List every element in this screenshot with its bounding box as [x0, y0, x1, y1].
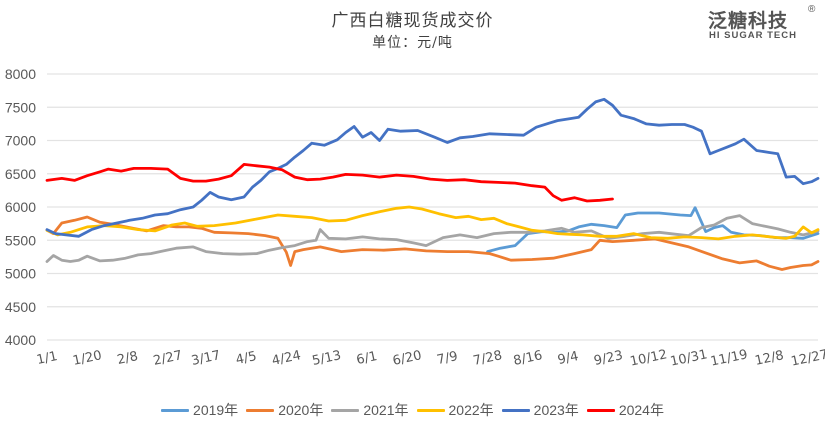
legend-swatch-icon	[331, 408, 360, 412]
series-line-2020年	[45, 215, 820, 271]
x-tick-label: 7/28	[472, 348, 504, 369]
series-line-2021年	[45, 214, 820, 263]
series-lines	[45, 97, 820, 271]
brand-logo: 泛糖科技 ® HI SUGAR TECH	[708, 4, 823, 46]
legend-item: 2023年	[501, 400, 579, 420]
legend-item: 2020年	[246, 400, 323, 420]
series-line-2022年	[45, 205, 820, 241]
chart-legend: 2019年 2020年 2021年 2022年 2023年 2024年	[0, 400, 825, 420]
y-tick-label: 4500	[5, 299, 36, 315]
x-tick-label: 6/20	[391, 348, 423, 369]
series-line-2024年	[45, 162, 614, 203]
x-tick-label: 10/31	[669, 347, 709, 369]
y-tick-label: 4000	[5, 332, 36, 348]
x-tick-label: 9/4	[556, 349, 580, 368]
x-tick-label: 4/5	[234, 349, 258, 368]
x-tick-label: 6/1	[355, 349, 379, 368]
x-tick-label: 11/19	[709, 347, 749, 369]
y-tick-label: 6500	[5, 166, 36, 182]
series-line-2023年	[45, 97, 820, 238]
x-tick-label: 3/17	[190, 348, 222, 369]
logo-name: 泛糖科技	[708, 10, 789, 32]
y-tick-label: 7500	[5, 99, 36, 115]
x-tick-label: 4/24	[271, 348, 303, 369]
y-tick-label: 5000	[5, 266, 36, 282]
legend-item: 2024年	[586, 400, 664, 420]
y-tick-label: 6000	[5, 199, 36, 215]
line-chart: 8000 7500 7000 6500 6000 5500 5000 4500 4000 1/1…	[5, 66, 825, 370]
logo-tagline: HI SUGAR TECH	[709, 30, 797, 41]
x-tick-label: 12/8	[754, 348, 786, 369]
registered-mark-icon: ®	[808, 4, 816, 15]
legend-label: 2020年	[278, 402, 324, 418]
x-tick-label: 1/20	[72, 348, 104, 369]
x-tick-label: 9/23	[593, 348, 625, 369]
x-axis-ticks: 1/1 1/20 2/8 2/27 3/17 4/5 4/24 5/13 6/1 6/20 7/9 7…	[35, 347, 825, 369]
legend-label: 2023年	[533, 402, 579, 418]
legend-swatch-icon	[161, 408, 190, 412]
y-tick-label: 7000	[5, 133, 36, 149]
legend-item: 2022年	[416, 400, 494, 420]
chart-title: 广西白糖现货成交价	[331, 11, 494, 31]
x-tick-label: 12/27	[790, 347, 825, 369]
legend-swatch-icon	[586, 408, 615, 412]
x-tick-label: 1/1	[35, 349, 59, 368]
legend-swatch-icon	[501, 408, 530, 412]
gridlines	[47, 73, 818, 341]
legend-label: 2021年	[363, 402, 409, 418]
x-tick-label: 2/27	[152, 348, 184, 369]
legend-item: 2021年	[331, 400, 409, 420]
y-tick-label: 5500	[5, 232, 36, 248]
x-tick-label: 2/8	[116, 349, 140, 368]
y-tick-label: 8000	[5, 66, 36, 82]
y-axis-ticks: 8000 7500 7000 6500 6000 5500 5000 4500 4000	[5, 66, 36, 348]
x-tick-label: 5/13	[311, 348, 343, 369]
legend-swatch-icon	[416, 408, 445, 412]
legend-swatch-icon	[246, 408, 275, 412]
legend-label: 2022年	[448, 402, 494, 418]
x-tick-label: 8/16	[512, 348, 544, 369]
legend-item: 2019年	[161, 400, 238, 420]
legend-label: 2019年	[193, 402, 239, 418]
chart-subtitle: 单位：元/吨	[372, 35, 453, 51]
x-tick-label: 10/12	[629, 347, 669, 369]
legend-label: 2024年	[618, 402, 664, 418]
x-tick-label: 7/9	[436, 349, 460, 368]
